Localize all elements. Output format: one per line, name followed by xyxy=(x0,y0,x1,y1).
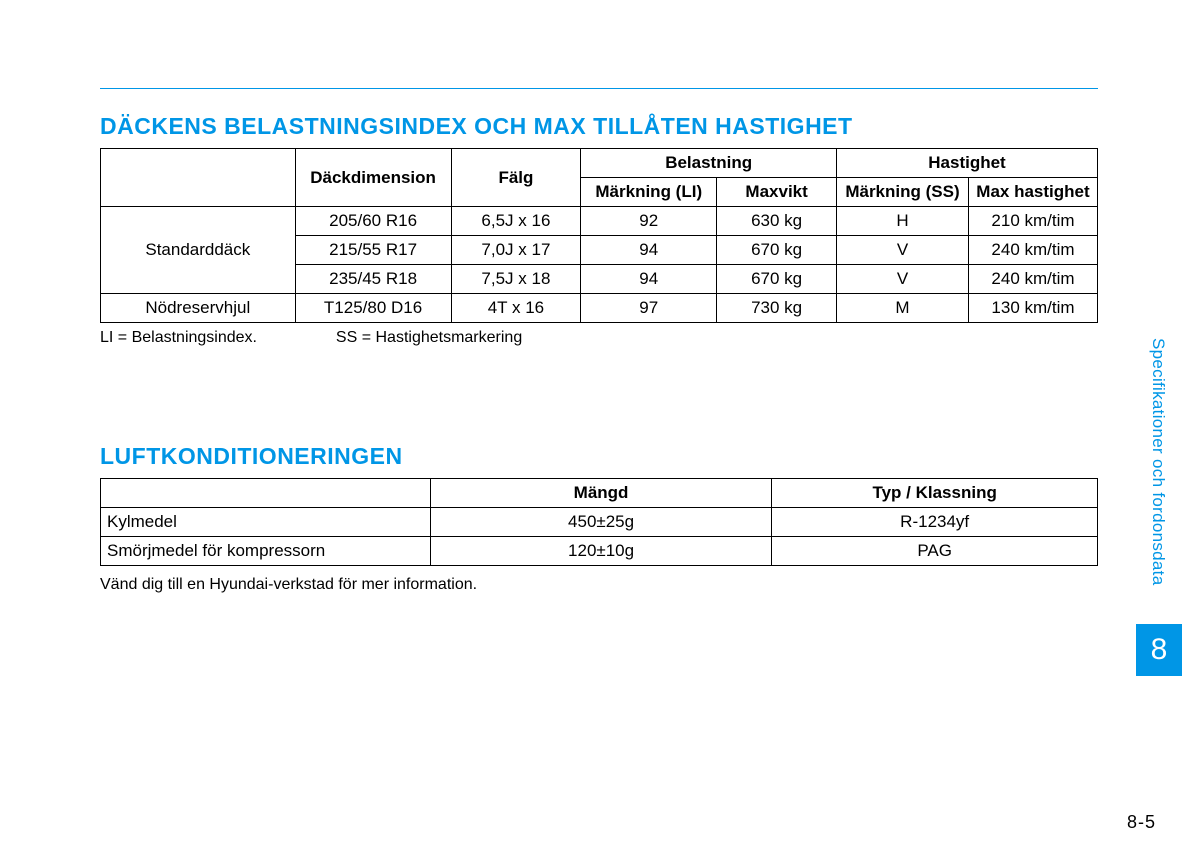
cell: 120±10g xyxy=(430,537,772,566)
th-load-group: Belastning xyxy=(581,149,837,178)
th-empty xyxy=(101,149,296,207)
cell: Kylmedel xyxy=(101,508,431,537)
table-row: Kylmedel 450±25g R-1234yf xyxy=(101,508,1098,537)
th-maxw: Maxvikt xyxy=(717,178,837,207)
cell: 240 km/tim xyxy=(968,236,1097,265)
cell: 240 km/tim xyxy=(968,265,1097,294)
cell: M xyxy=(837,294,969,323)
cell: 94 xyxy=(581,236,717,265)
cell: 205/60 R16 xyxy=(295,207,451,236)
cell: V xyxy=(837,236,969,265)
footnote-li: LI = Belastningsindex. xyxy=(100,329,257,347)
cell: 97 xyxy=(581,294,717,323)
cell: 670 kg xyxy=(717,236,837,265)
th-ss: Märkning (SS) xyxy=(837,178,969,207)
side-tab: Specifikationer och fordonsdata 8 xyxy=(1138,332,1178,597)
chapter-number-box: 8 xyxy=(1136,624,1182,676)
th-amount: Mängd xyxy=(430,479,772,508)
cell: 130 km/tim xyxy=(968,294,1097,323)
footnote-ss: SS = Hastighetsmarkering xyxy=(336,329,522,347)
cell: PAG xyxy=(772,537,1098,566)
th-li: Märkning (LI) xyxy=(581,178,717,207)
cell: 670 kg xyxy=(717,265,837,294)
cell: 730 kg xyxy=(717,294,837,323)
cell: 630 kg xyxy=(717,207,837,236)
cell: 7,5J x 18 xyxy=(451,265,581,294)
cell: 6,5J x 16 xyxy=(451,207,581,236)
cell: 235/45 R18 xyxy=(295,265,451,294)
side-label: Specifikationer och fordonsdata xyxy=(1148,332,1168,592)
top-rule xyxy=(100,88,1098,89)
table-row: Nödreservhjul T125/80 D16 4T x 16 97 730… xyxy=(101,294,1098,323)
th-dim: Däckdimension xyxy=(295,149,451,207)
th-speed-group: Hastighet xyxy=(837,149,1098,178)
section1-title: DÄCKENS BELASTNINGSINDEX OCH MAX TILLÅTE… xyxy=(100,113,1098,140)
cell-std-label: Standarddäck xyxy=(101,207,296,294)
table-row: Standarddäck 205/60 R16 6,5J x 16 92 630… xyxy=(101,207,1098,236)
cell: R-1234yf xyxy=(772,508,1098,537)
ac-table: Mängd Typ / Klassning Kylmedel 450±25g R… xyxy=(100,478,1098,566)
section2-title: LUFTKONDITIONERINGEN xyxy=(100,443,1098,470)
th-maxs: Max hastighet xyxy=(968,178,1097,207)
cell: 4T x 16 xyxy=(451,294,581,323)
cell: V xyxy=(837,265,969,294)
cell: 450±25g xyxy=(430,508,772,537)
cell-spare-label: Nödreservhjul xyxy=(101,294,296,323)
th-empty2 xyxy=(101,479,431,508)
cell: 92 xyxy=(581,207,717,236)
ac-note: Vänd dig till en Hyundai-verkstad för me… xyxy=(100,576,1098,594)
table-row: Smörjmedel för kompressorn 120±10g PAG xyxy=(101,537,1098,566)
cell: 94 xyxy=(581,265,717,294)
cell: T125/80 D16 xyxy=(295,294,451,323)
cell: 7,0J x 17 xyxy=(451,236,581,265)
cell: H xyxy=(837,207,969,236)
cell: Smörjmedel för kompressorn xyxy=(101,537,431,566)
cell: 210 km/tim xyxy=(968,207,1097,236)
tire-footnote: LI = Belastningsindex. SS = Hastighetsma… xyxy=(100,329,1098,347)
cell: 215/55 R17 xyxy=(295,236,451,265)
page-number: 8-5 xyxy=(1127,812,1156,833)
th-type: Typ / Klassning xyxy=(772,479,1098,508)
tire-table: Däckdimension Fälg Belastning Hastighet … xyxy=(100,148,1098,323)
th-rim: Fälg xyxy=(451,149,581,207)
